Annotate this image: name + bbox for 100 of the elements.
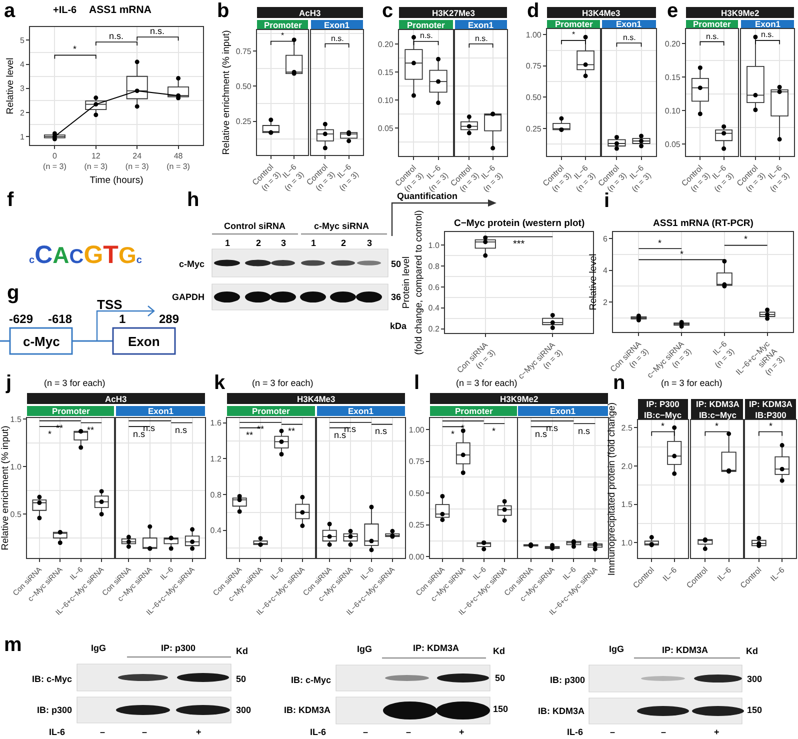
text: Exon (128, 334, 160, 349)
annotation: n.s. (706, 32, 719, 41)
chart-title: H3K9Me2 (500, 394, 539, 404)
annotation: * (492, 426, 496, 436)
text: c-Myc siRNA (314, 221, 370, 231)
text: GAPDH (172, 292, 205, 302)
y-tick-label: 0.8 (210, 490, 222, 500)
annotation: n.s (535, 429, 548, 439)
y-tick-label: 0.05 (378, 124, 394, 133)
x-tick-label: IL−6 (n = 3) (710, 163, 736, 194)
x-tick-label: IL−6 (716, 565, 734, 584)
y-tick-label: 0.25 (408, 520, 425, 530)
chart-subtitle: Exon1 (348, 406, 374, 416)
text: 289 (159, 312, 180, 326)
chart-title: H3K27Me3 (432, 8, 476, 18)
text: a (4, 0, 16, 22)
text: IgG (609, 644, 624, 654)
text: Kd (493, 646, 505, 656)
y-tick-label: 1.6 (210, 418, 222, 428)
text: -629 (9, 312, 34, 326)
y-tick-label: 1.5 (621, 500, 633, 510)
annotation: n.s. (623, 33, 636, 42)
text: IB: c-Myc (32, 674, 72, 684)
y-tick-label: 1.0 (10, 462, 22, 472)
annotation: n.s. (475, 34, 488, 43)
annotation: n.s. (331, 34, 344, 43)
annotation: * (73, 44, 77, 54)
y-tick-label: 0.50 (526, 92, 542, 102)
text: IgG (357, 644, 372, 654)
text: 150 (493, 704, 508, 714)
chart-title: AcH3 (105, 394, 128, 404)
text: (n = 3 for each) (456, 378, 518, 388)
text: IL-6 (310, 727, 326, 737)
text: IgG (91, 643, 106, 653)
annotation: n.s. (761, 30, 774, 39)
x-tick-label: IL−6 (n = 3) (766, 163, 792, 194)
y-tick-label: 0.75 (526, 62, 542, 71)
y-tick-label: 0.50 (236, 82, 252, 91)
text: k (214, 372, 226, 394)
annotation: * (715, 421, 719, 431)
text: g (7, 282, 20, 304)
y-tick-label: 1.0 (428, 240, 440, 250)
annotation: ** (87, 425, 94, 435)
text: – (363, 727, 368, 737)
text: – (661, 727, 666, 737)
y-axis-title: Relative enrichment (% input) (0, 426, 11, 550)
y-tick-label: 0.05 (664, 140, 681, 149)
text: (n = 3 for each) (44, 378, 106, 388)
x-tick-label: 24 (n = 3) (125, 152, 150, 171)
text: f (7, 189, 14, 211)
y-tick-label: 1 (20, 132, 25, 142)
text: IP: KDM3A (413, 643, 460, 653)
text: – (142, 727, 148, 737)
chart-title: AcH3 (299, 8, 322, 18)
chart-title: H3K9Me2 (721, 8, 760, 18)
y-tick-label: 0.75 (408, 457, 425, 466)
chart-title: IP: KDM3A IB:c−Myc (696, 399, 740, 420)
chart-subtitle: Promoter (693, 19, 732, 29)
x-tick-label: IL−6 (n = 3) (711, 339, 736, 370)
chart-title: H3K4Me3 (297, 394, 336, 404)
annotation: * (661, 421, 665, 431)
text: n (613, 372, 626, 394)
text: – (100, 727, 106, 737)
text: IB: KDM3A (284, 705, 331, 715)
annotation: n.s. (150, 26, 165, 36)
text: m (4, 634, 22, 656)
text: h (187, 189, 200, 211)
text: IP: p300 (161, 643, 196, 653)
y-tick-label: 0.10 (378, 96, 394, 105)
annotation: n.s (175, 425, 188, 435)
x-tick-label: 12 (n = 3) (84, 152, 108, 171)
annotation: n.s. (109, 31, 124, 41)
y-tick-label: 0.50 (408, 488, 425, 498)
text: 300 (747, 674, 762, 684)
text: l (414, 372, 420, 394)
text: i (604, 190, 610, 212)
text: b (217, 0, 230, 22)
x-tick-label: IL−6 (n = 3) (424, 163, 450, 194)
y-tick-label: 0.25 (526, 124, 542, 134)
text: 50 (236, 674, 246, 684)
annotation: *** (513, 239, 525, 250)
text: 3 (367, 238, 372, 248)
y-axis-title: Relative enrichment (% input) (220, 30, 232, 155)
y-tick-label: 0.20 (664, 40, 681, 49)
text: (n = 3 for each) (661, 378, 722, 388)
text: + (459, 727, 464, 737)
text: Control siRNA (224, 221, 286, 231)
chart-subtitle: Promoter (455, 406, 494, 416)
annotation: n.s. (420, 31, 433, 40)
x-tick-label: 48 (n = 3) (166, 152, 190, 171)
text: d (527, 0, 540, 22)
y-tick-label: 0.15 (378, 68, 394, 77)
y-tick-label: 2.5 (621, 423, 633, 432)
annotation: n.s (578, 426, 591, 436)
text: j (5, 372, 12, 394)
chart-subtitle: Promoter (264, 20, 302, 30)
chart-title: IP: KDM3A IB:P300 (749, 399, 792, 420)
annotation: * (451, 429, 455, 439)
chart-subtitle: Promoter (407, 20, 446, 30)
y-tick-label: 0.5 (10, 510, 22, 519)
